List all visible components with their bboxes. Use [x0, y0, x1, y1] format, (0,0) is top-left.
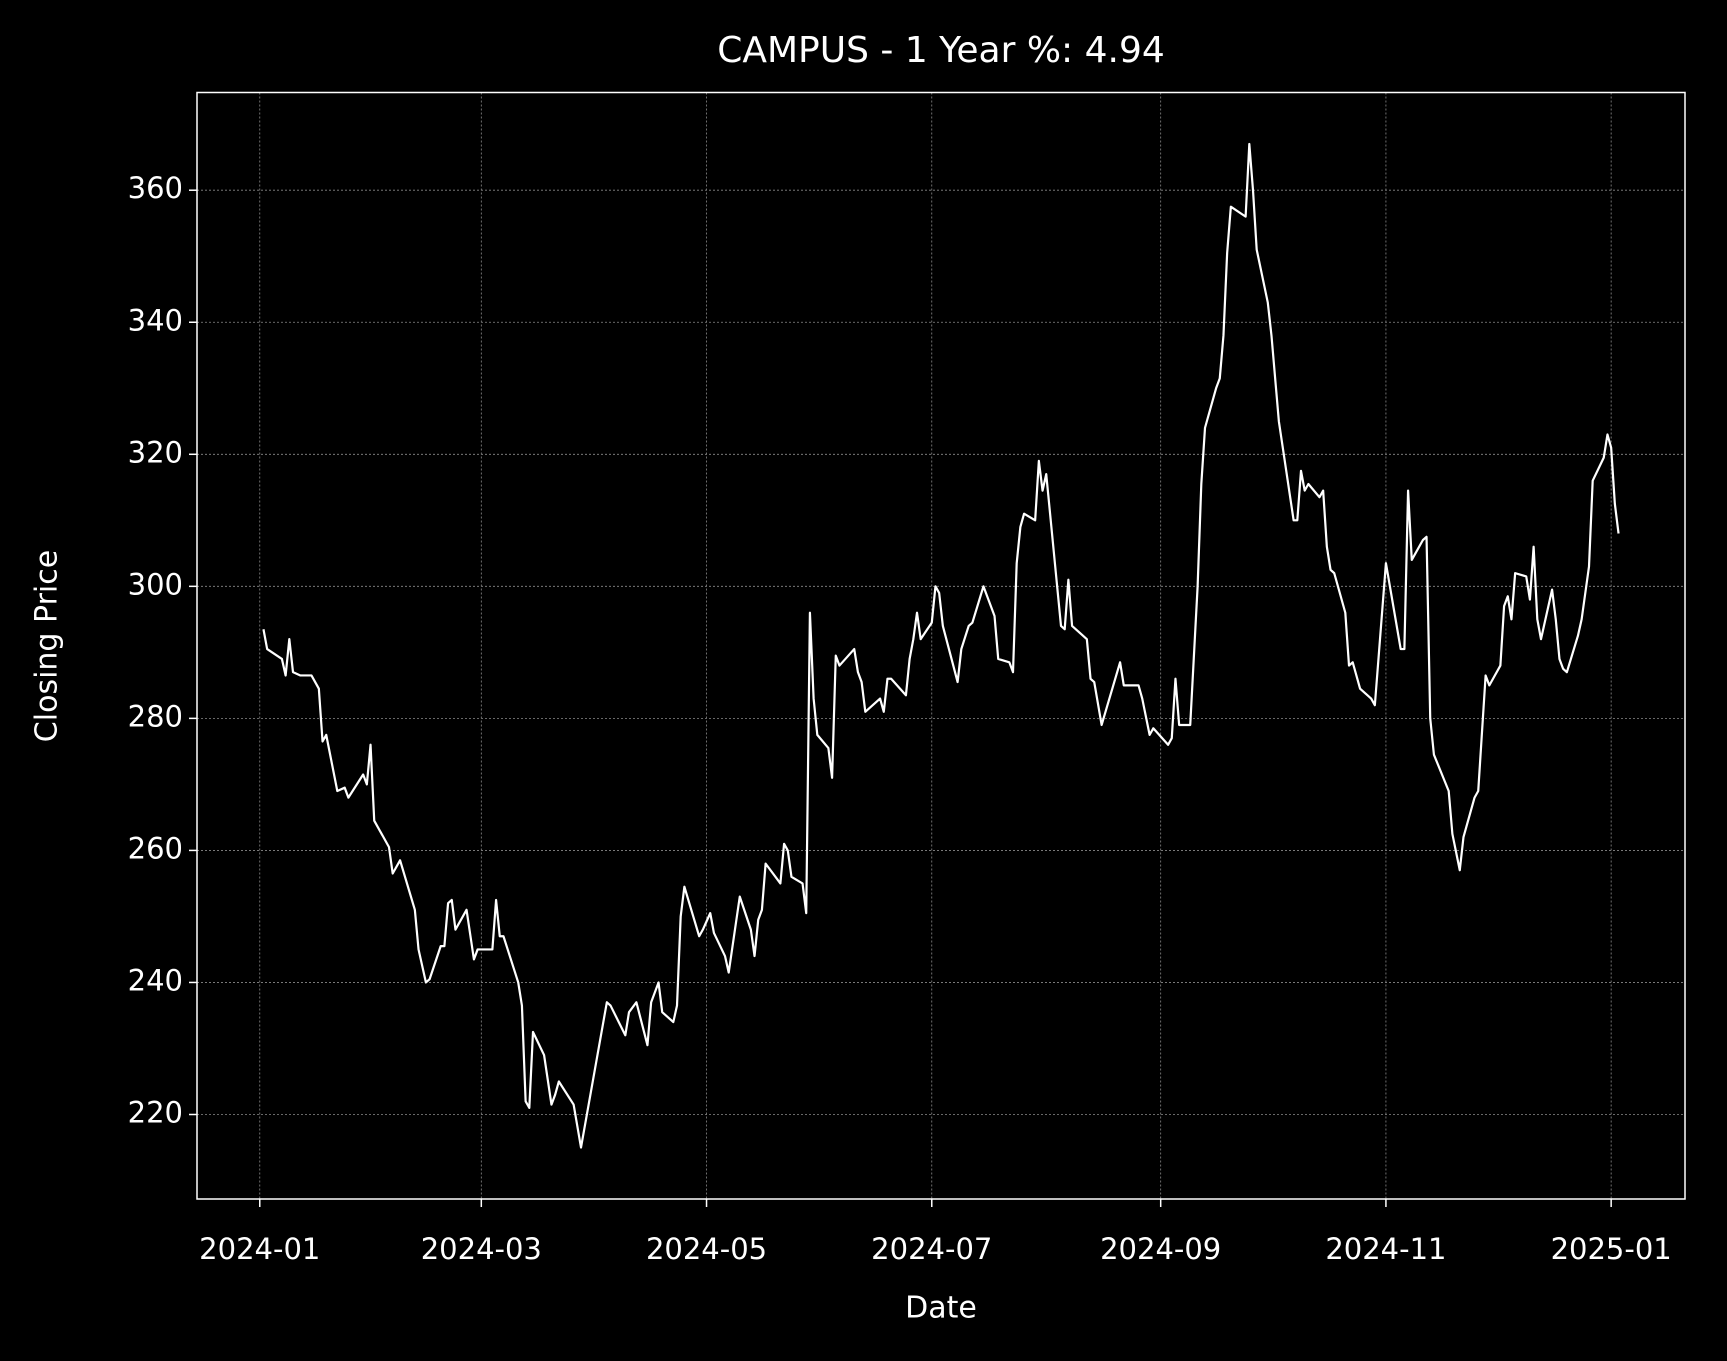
- x-tick-label: 2024-01: [199, 1232, 320, 1266]
- y-tick-label: 360: [128, 171, 183, 205]
- y-axis-label: Closing Price: [30, 550, 65, 742]
- x-tick-label: 2025-01: [1551, 1232, 1672, 1266]
- y-tick-label: 280: [128, 699, 183, 733]
- plot-frame: [196, 91, 1686, 1200]
- y-tick-label: 260: [128, 831, 183, 865]
- x-tick-label: 2024-09: [1100, 1232, 1221, 1266]
- price-line: [262, 142, 1620, 1149]
- x-tick-label: 2024-03: [421, 1232, 542, 1266]
- chart-title: CAMPUS - 1 Year %: 4.94: [717, 30, 1165, 71]
- x-tick-label: 2024-07: [871, 1232, 992, 1266]
- y-tick-label: 300: [128, 567, 183, 601]
- y-tick-label: 320: [128, 435, 183, 469]
- y-tick-label: 240: [128, 963, 183, 997]
- y-tick-label: 220: [128, 1095, 183, 1129]
- x-tick-label: 2024-05: [646, 1232, 767, 1266]
- x-axis-label: Date: [905, 1291, 977, 1326]
- y-tick-label: 340: [128, 303, 183, 337]
- x-tick-label: 2024-11: [1325, 1232, 1446, 1266]
